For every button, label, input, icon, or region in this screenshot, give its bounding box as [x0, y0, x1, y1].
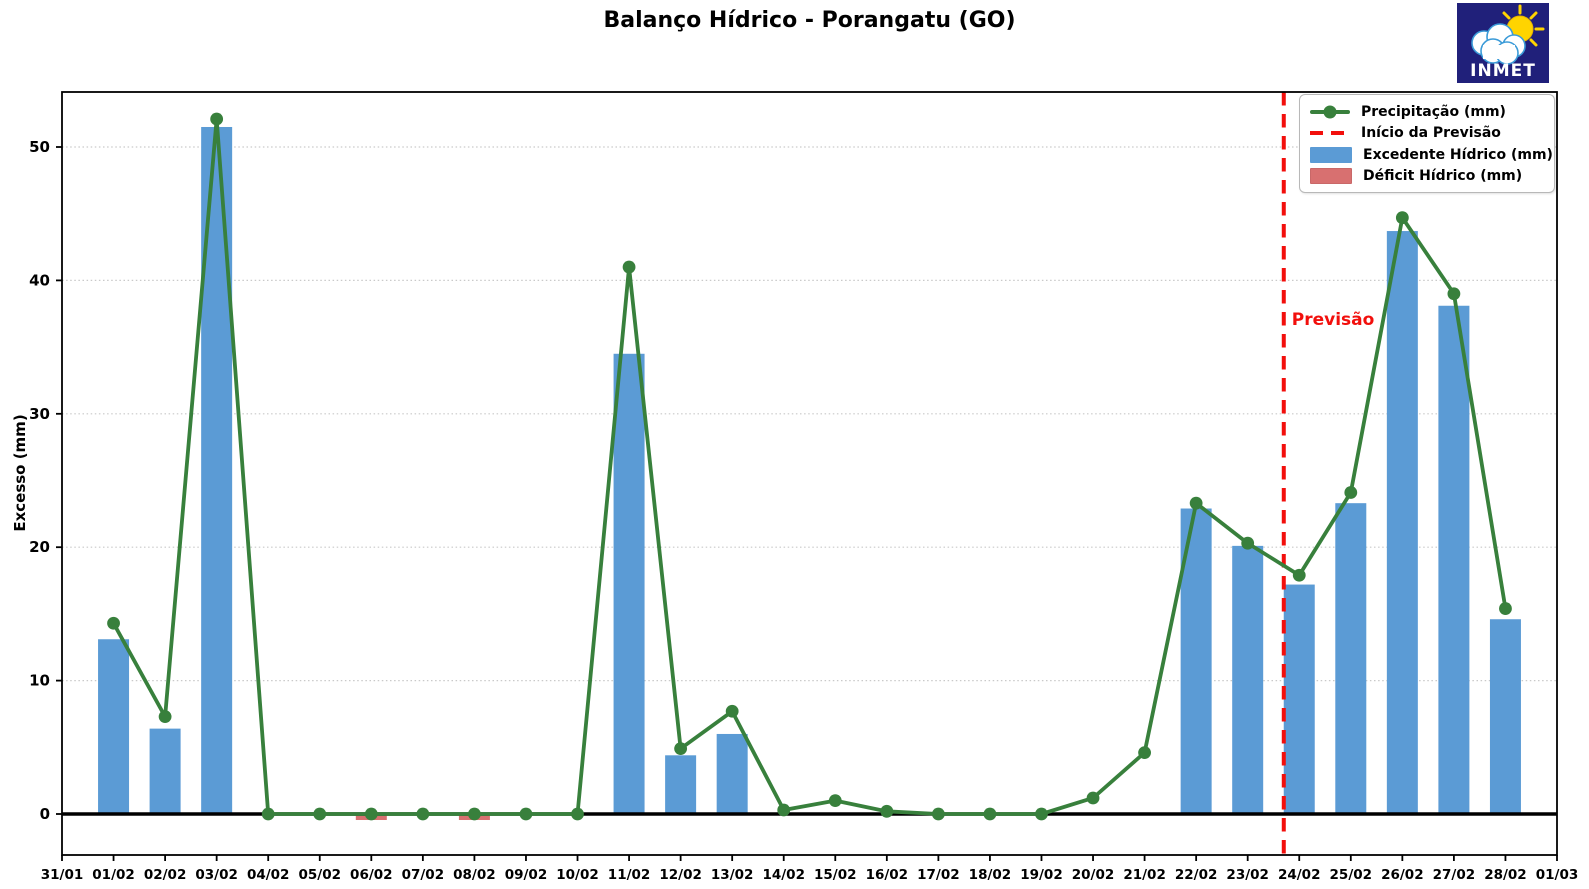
x-tick-label: 22/02 — [1175, 867, 1218, 883]
x-tick-label: 08/02 — [453, 867, 496, 883]
x-tick-label: 10/02 — [556, 867, 599, 883]
x-tick-label: 25/02 — [1330, 867, 1373, 883]
x-tick-label: 21/02 — [1123, 867, 1166, 883]
bar-excedente — [1489, 619, 1521, 814]
precip-marker — [674, 742, 688, 756]
forecast-annotation: Previsão — [1292, 310, 1375, 330]
precip-marker — [468, 807, 481, 821]
x-tick-label: 09/02 — [505, 867, 548, 883]
bar-excedente — [1335, 503, 1367, 814]
x-tick-label: 03/02 — [195, 867, 238, 883]
x-tick-label: 12/02 — [659, 867, 702, 883]
y-tick-label: 20 — [29, 538, 50, 556]
precip-marker — [1241, 536, 1255, 550]
logo-text: INMET — [1470, 61, 1536, 81]
bar-excedente — [1232, 545, 1264, 814]
deficit-bar-swatch-icon — [1310, 167, 1352, 184]
x-tick-label: 14/02 — [762, 867, 805, 883]
x-tick-label: 16/02 — [866, 867, 909, 883]
x-tick-label: 04/02 — [247, 867, 290, 883]
x-tick-label: 02/02 — [144, 867, 187, 883]
x-tick-label: 05/02 — [299, 867, 342, 883]
x-tick-label: 23/02 — [1226, 867, 1269, 883]
x-tick-label: 26/02 — [1381, 867, 1424, 883]
x-tick-label: 11/02 — [608, 867, 651, 883]
precip-marker — [1344, 486, 1358, 499]
precipitation-line-swatch-icon — [1310, 105, 1350, 119]
precip-marker — [1035, 807, 1048, 821]
precip-marker — [777, 803, 791, 817]
precip-marker — [1292, 568, 1306, 582]
precip-marker — [313, 807, 327, 821]
x-tick-label: 01/03 — [1536, 867, 1579, 883]
legend-item-precipitacao: Precipitação (mm) — [1310, 102, 1544, 122]
x-tick-label: 17/02 — [917, 867, 960, 883]
inmet-logo: INMET — [1457, 3, 1549, 83]
x-tick-label: 20/02 — [1072, 867, 1115, 883]
y-tick-label: 40 — [29, 271, 50, 289]
legend-label: Precipitação (mm) — [1361, 104, 1506, 120]
chart-title: Balanço Hídrico - Porangatu (GO) — [603, 8, 1016, 33]
y-tick-label: 30 — [29, 405, 50, 423]
x-tick-label: 19/02 — [1020, 867, 1063, 883]
precip-marker — [1138, 746, 1151, 760]
precip-marker — [828, 794, 842, 808]
x-tick-label: 28/02 — [1484, 867, 1527, 883]
bar-excedente — [149, 728, 181, 814]
precip-marker — [983, 807, 997, 821]
precip-marker — [1499, 602, 1512, 615]
x-tick-label: 15/02 — [814, 867, 857, 883]
x-tick-label: 07/02 — [402, 867, 445, 883]
precip-marker — [1447, 287, 1461, 301]
plot-border — [61, 91, 1558, 856]
precip-marker — [1189, 496, 1203, 510]
precip-marker — [158, 710, 172, 724]
precip-marker — [880, 804, 894, 818]
precip-marker — [107, 616, 120, 630]
x-tick-label: 18/02 — [969, 867, 1012, 883]
surplus-bar-swatch-icon — [1310, 146, 1352, 163]
y-tick-label: 50 — [29, 138, 50, 156]
legend-item-inicio-previsao: Início da Previsão — [1310, 123, 1544, 143]
bar-excedente — [665, 755, 697, 814]
y-tick-label: 0 — [40, 805, 50, 823]
bar-excedente — [613, 353, 645, 814]
legend-item-excedente: Excedente Hídrico (mm) — [1310, 145, 1553, 165]
y-tick-label: 10 — [29, 672, 50, 690]
precip-marker — [1395, 211, 1409, 225]
precip-marker — [210, 112, 224, 126]
forecast-dashed-line-swatch-icon — [1310, 131, 1350, 136]
bar-excedente — [716, 733, 748, 814]
x-tick-label: 06/02 — [350, 867, 393, 883]
precip-line — [111, 117, 1508, 816]
precip-marker — [519, 807, 533, 821]
legend: Precipitação (mm) Início da Previsão Exc… — [1299, 94, 1555, 193]
x-tick-label: 31/01 — [41, 867, 84, 883]
bar-excedente — [1438, 305, 1470, 814]
cloud-icon — [1471, 23, 1526, 65]
precip-marker — [725, 704, 739, 718]
precip-marker — [1086, 791, 1100, 805]
legend-item-deficit: Déficit Hídrico (mm) — [1310, 166, 1544, 186]
precip-marker — [261, 807, 275, 821]
legend-label: Excedente Hídrico (mm) — [1363, 146, 1553, 163]
bar-excedente — [98, 639, 130, 814]
x-tick-label: 24/02 — [1278, 867, 1321, 883]
precip-marker — [571, 807, 584, 821]
legend-label: Início da Previsão — [1361, 125, 1501, 142]
precip-marker — [416, 807, 430, 821]
precip-marker — [622, 260, 636, 274]
x-tick-label: 01/02 — [92, 867, 135, 883]
x-tick-label: 27/02 — [1433, 867, 1476, 883]
precip-marker — [931, 807, 945, 821]
bar-excedente — [1283, 584, 1315, 814]
x-tick-label: 13/02 — [711, 867, 754, 883]
precip-marker — [364, 807, 378, 821]
legend-label: Déficit Hídrico (mm) — [1363, 167, 1523, 184]
bar-excedente — [1386, 231, 1418, 815]
